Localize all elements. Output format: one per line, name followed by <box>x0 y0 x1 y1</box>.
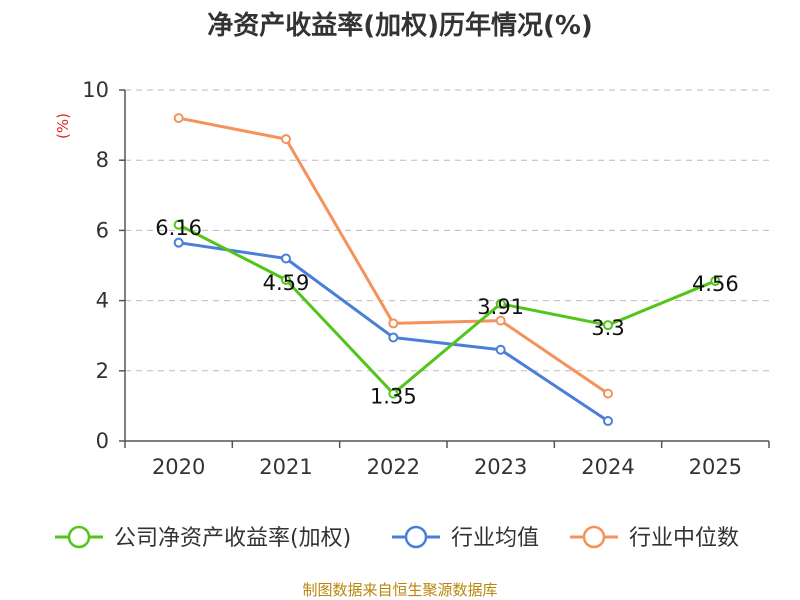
data-label: 4.59 <box>263 271 310 295</box>
data-point <box>173 237 184 248</box>
y-tick-label: 6 <box>96 218 109 242</box>
data-point <box>281 253 291 264</box>
data-point <box>281 274 291 285</box>
legend-marker[interactable] <box>67 525 91 549</box>
data-label: 4.56 <box>692 272 739 296</box>
data-point <box>495 315 506 326</box>
data-label: 6.16 <box>155 216 202 240</box>
source-note: 制图数据来自恒生聚源数据库 <box>302 581 497 599</box>
gridlines <box>125 89 769 372</box>
legend-marker[interactable] <box>582 525 606 549</box>
legend-label[interactable]: 行业中位数 <box>629 526 739 551</box>
data-label: 3.3 <box>591 316 624 340</box>
x-axis-ticks: 2020 2021 2022 2023 2024 2025 <box>124 441 770 479</box>
data-point <box>388 332 399 343</box>
x-tick-label: 2024 <box>581 455 634 479</box>
data-point <box>173 219 184 230</box>
x-tick-label: 2023 <box>474 455 527 479</box>
data-point <box>603 415 613 426</box>
y-tick-label: 8 <box>96 148 109 172</box>
y-tick-label: 0 <box>96 429 109 453</box>
data-point <box>388 318 399 329</box>
data-point <box>495 344 506 355</box>
legend-label[interactable]: 公司净资产收益率(加权) <box>114 526 351 551</box>
x-tick-label: 2022 <box>367 455 420 479</box>
y-tick-label: 2 <box>96 359 109 383</box>
data-labels: 6.16 4.59 1.35 3.91 3.3 4.56 <box>155 216 738 409</box>
data-label: 1.35 <box>370 385 417 409</box>
series-lines <box>173 113 721 426</box>
y-tick-label: 10 <box>82 78 109 102</box>
chart-title: 净资产收益率(加权)历年情况(%) <box>207 10 593 41</box>
legend-marker[interactable] <box>404 525 428 549</box>
data-point <box>603 320 613 331</box>
series-line <box>178 116 609 395</box>
data-point <box>388 388 399 399</box>
data-point <box>495 298 506 309</box>
legend-label[interactable]: 行业均值 <box>451 526 539 551</box>
x-tick-label: 2025 <box>689 455 742 479</box>
data-point <box>603 388 613 399</box>
x-tick-label: 2021 <box>259 455 312 479</box>
data-point <box>710 275 721 286</box>
legend: 公司净资产收益率(加权) 行业均值 行业中位数 <box>55 525 739 551</box>
data-label: 3.91 <box>477 295 524 319</box>
y-axis-ticks: 0 2 4 6 8 10 <box>82 78 125 453</box>
x-tick-label: 2020 <box>152 455 205 479</box>
data-point <box>173 113 184 124</box>
data-point <box>281 134 291 145</box>
y-axis-unit: (%) <box>54 113 72 139</box>
series-line <box>177 223 716 396</box>
y-tick-label: 4 <box>96 289 109 313</box>
